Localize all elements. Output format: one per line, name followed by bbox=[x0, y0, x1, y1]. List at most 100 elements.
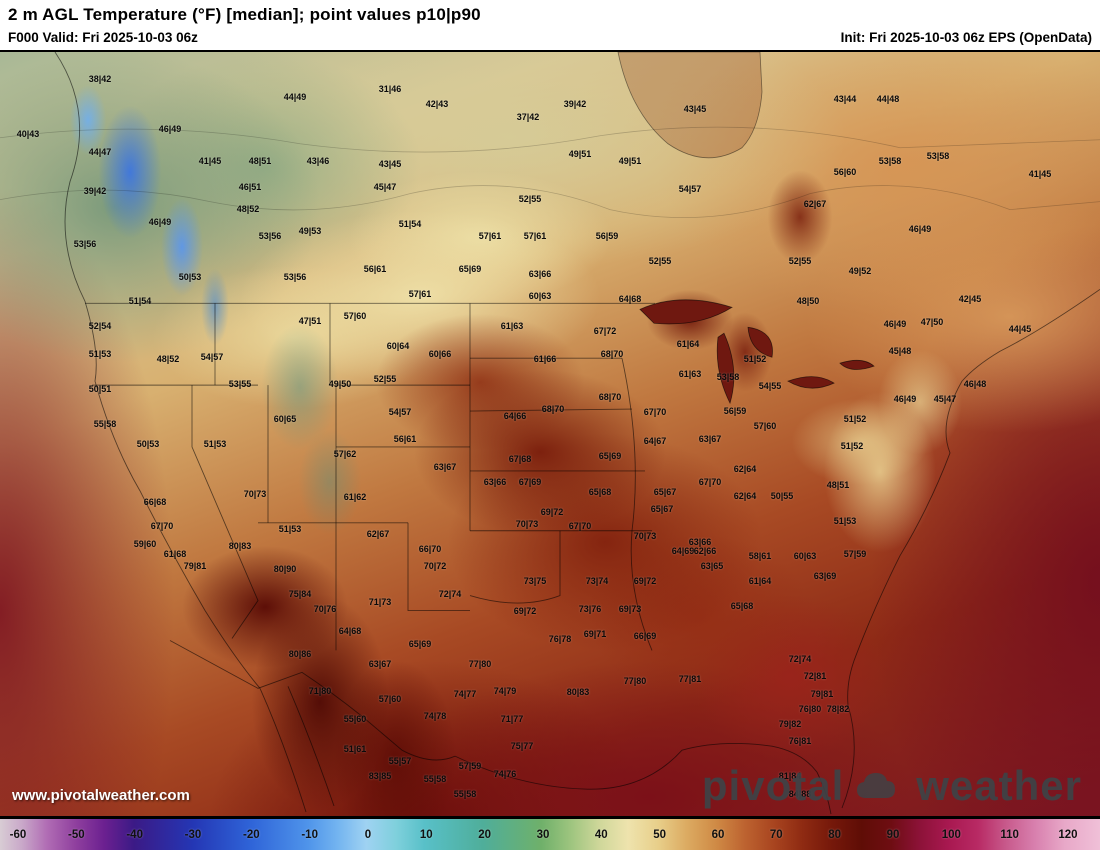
point-value: 80|86 bbox=[288, 649, 312, 659]
colorbar-tick-label: 0 bbox=[364, 828, 372, 841]
point-value: 67|69 bbox=[518, 477, 542, 487]
point-value: 57|62 bbox=[333, 449, 357, 459]
point-value: 52|55 bbox=[373, 374, 397, 384]
colorbar-tick-label: -30 bbox=[184, 828, 202, 841]
point-value: 44|49 bbox=[283, 92, 307, 102]
point-value: 65|69 bbox=[458, 264, 482, 274]
point-value: 60|63 bbox=[528, 291, 552, 301]
point-value: 60|64 bbox=[386, 341, 410, 351]
point-value: 39|42 bbox=[563, 99, 587, 109]
point-value: 75|77 bbox=[510, 741, 534, 751]
colorbar-tick-label: 20 bbox=[478, 828, 492, 841]
state-border bbox=[407, 522, 470, 611]
point-value: 62|67 bbox=[366, 529, 390, 539]
watermark-url: www.pivotalweather.com bbox=[12, 787, 190, 804]
point-value: 56|59 bbox=[595, 231, 619, 241]
point-value: 51|53 bbox=[88, 349, 112, 359]
point-value: 74|77 bbox=[453, 689, 477, 699]
point-value: 69|73 bbox=[618, 604, 642, 614]
point-value: 79|81 bbox=[183, 561, 207, 571]
point-value: 74|76 bbox=[493, 769, 517, 779]
point-value: 71|77 bbox=[500, 714, 524, 724]
point-value: 64|68 bbox=[338, 626, 362, 636]
point-value: 51|53 bbox=[278, 524, 302, 534]
point-value: 55|57 bbox=[388, 756, 412, 766]
point-value: 45|47 bbox=[373, 182, 397, 192]
point-value: 61|66 bbox=[533, 354, 557, 364]
point-value: 62|67 bbox=[803, 199, 827, 209]
point-value: 54|57 bbox=[388, 407, 412, 417]
point-value: 63|67 bbox=[368, 659, 392, 669]
point-value: 43|46 bbox=[306, 156, 330, 166]
coastline-northeast bbox=[961, 289, 1100, 382]
point-value: 49|51 bbox=[568, 149, 592, 159]
point-value: 41|45 bbox=[1028, 169, 1052, 179]
point-value: 46|49 bbox=[148, 217, 172, 227]
point-value: 51|61 bbox=[343, 744, 367, 754]
colorbar-tick-label: 90 bbox=[886, 828, 900, 841]
point-value: 51|52 bbox=[743, 354, 767, 364]
point-value: 54|55 bbox=[758, 381, 782, 391]
point-value: 50|55 bbox=[770, 491, 794, 501]
point-value: 73|76 bbox=[578, 604, 602, 614]
point-value: 61|62 bbox=[343, 492, 367, 502]
point-value: 53|56 bbox=[283, 272, 307, 282]
point-value: 57|59 bbox=[843, 549, 867, 559]
point-value: 45|47 bbox=[933, 394, 957, 404]
point-value: 69|72 bbox=[540, 507, 564, 517]
point-value: 46|49 bbox=[893, 394, 917, 404]
point-value: 72|74 bbox=[438, 589, 462, 599]
point-value: 42|43 bbox=[425, 99, 449, 109]
isotherm-contour bbox=[0, 126, 1100, 153]
point-value: 55|58 bbox=[93, 419, 117, 429]
point-value: 50|53 bbox=[136, 439, 160, 449]
point-value: 70|73 bbox=[633, 531, 657, 541]
point-value: 67|72 bbox=[593, 326, 617, 336]
point-value: 48|52 bbox=[156, 354, 180, 364]
point-value: 62|66 bbox=[693, 546, 717, 556]
point-value: 79|81 bbox=[810, 689, 834, 699]
header: 2 m AGL Temperature (°F) [median]; point… bbox=[0, 0, 1100, 50]
point-value: 40|43 bbox=[16, 129, 40, 139]
point-value: 50|51 bbox=[88, 384, 112, 394]
point-value: 59|60 bbox=[133, 539, 157, 549]
point-value: 51|54 bbox=[128, 296, 152, 306]
point-value: 53|58 bbox=[716, 372, 740, 382]
colorbar-tick-label: 50 bbox=[653, 828, 667, 841]
point-value: 46|48 bbox=[963, 379, 987, 389]
lake-huron bbox=[747, 326, 773, 358]
point-value: 67|70 bbox=[150, 521, 174, 531]
point-value: 65|69 bbox=[408, 639, 432, 649]
colorbar-tick-label: 10 bbox=[419, 828, 433, 841]
colorbar-tick-label: -50 bbox=[68, 828, 85, 841]
colorbar-tick-label: -10 bbox=[301, 828, 318, 841]
point-value: 49|52 bbox=[848, 266, 872, 276]
colorbar-tick-label: 70 bbox=[769, 828, 783, 841]
point-value: 43|44 bbox=[833, 94, 857, 104]
point-value: 57|60 bbox=[753, 421, 777, 431]
state-border bbox=[191, 385, 259, 639]
point-value: 50|53 bbox=[178, 272, 202, 282]
point-value: 64|68 bbox=[618, 294, 642, 304]
point-value: 67|70 bbox=[568, 521, 592, 531]
coastline-pacific bbox=[54, 52, 261, 689]
map-canvas[interactable]: 38|42 44|49 31|46 42|43 37|42 39|42 43|45 43|44… bbox=[0, 50, 1100, 818]
point-value: 53|58 bbox=[926, 151, 950, 161]
point-value: 54|57 bbox=[678, 184, 702, 194]
point-value: 68|70 bbox=[600, 349, 624, 359]
point-value: 78|82 bbox=[826, 704, 850, 714]
point-value: 61|68 bbox=[163, 549, 187, 559]
point-value: 45|48 bbox=[888, 346, 912, 356]
colorbar-tick-label: 30 bbox=[536, 828, 550, 841]
point-value: 65|69 bbox=[598, 451, 622, 461]
border-us-mexico bbox=[169, 640, 456, 761]
point-value: 57|59 bbox=[458, 761, 482, 771]
lake-erie bbox=[787, 376, 835, 389]
point-value: 47|51 bbox=[298, 316, 322, 326]
point-value: 48|51 bbox=[248, 156, 272, 166]
point-value: 71|73 bbox=[368, 597, 392, 607]
point-value: 53|56 bbox=[258, 231, 282, 241]
point-value: 60|65 bbox=[273, 414, 297, 424]
point-value: 65|68 bbox=[730, 601, 754, 611]
